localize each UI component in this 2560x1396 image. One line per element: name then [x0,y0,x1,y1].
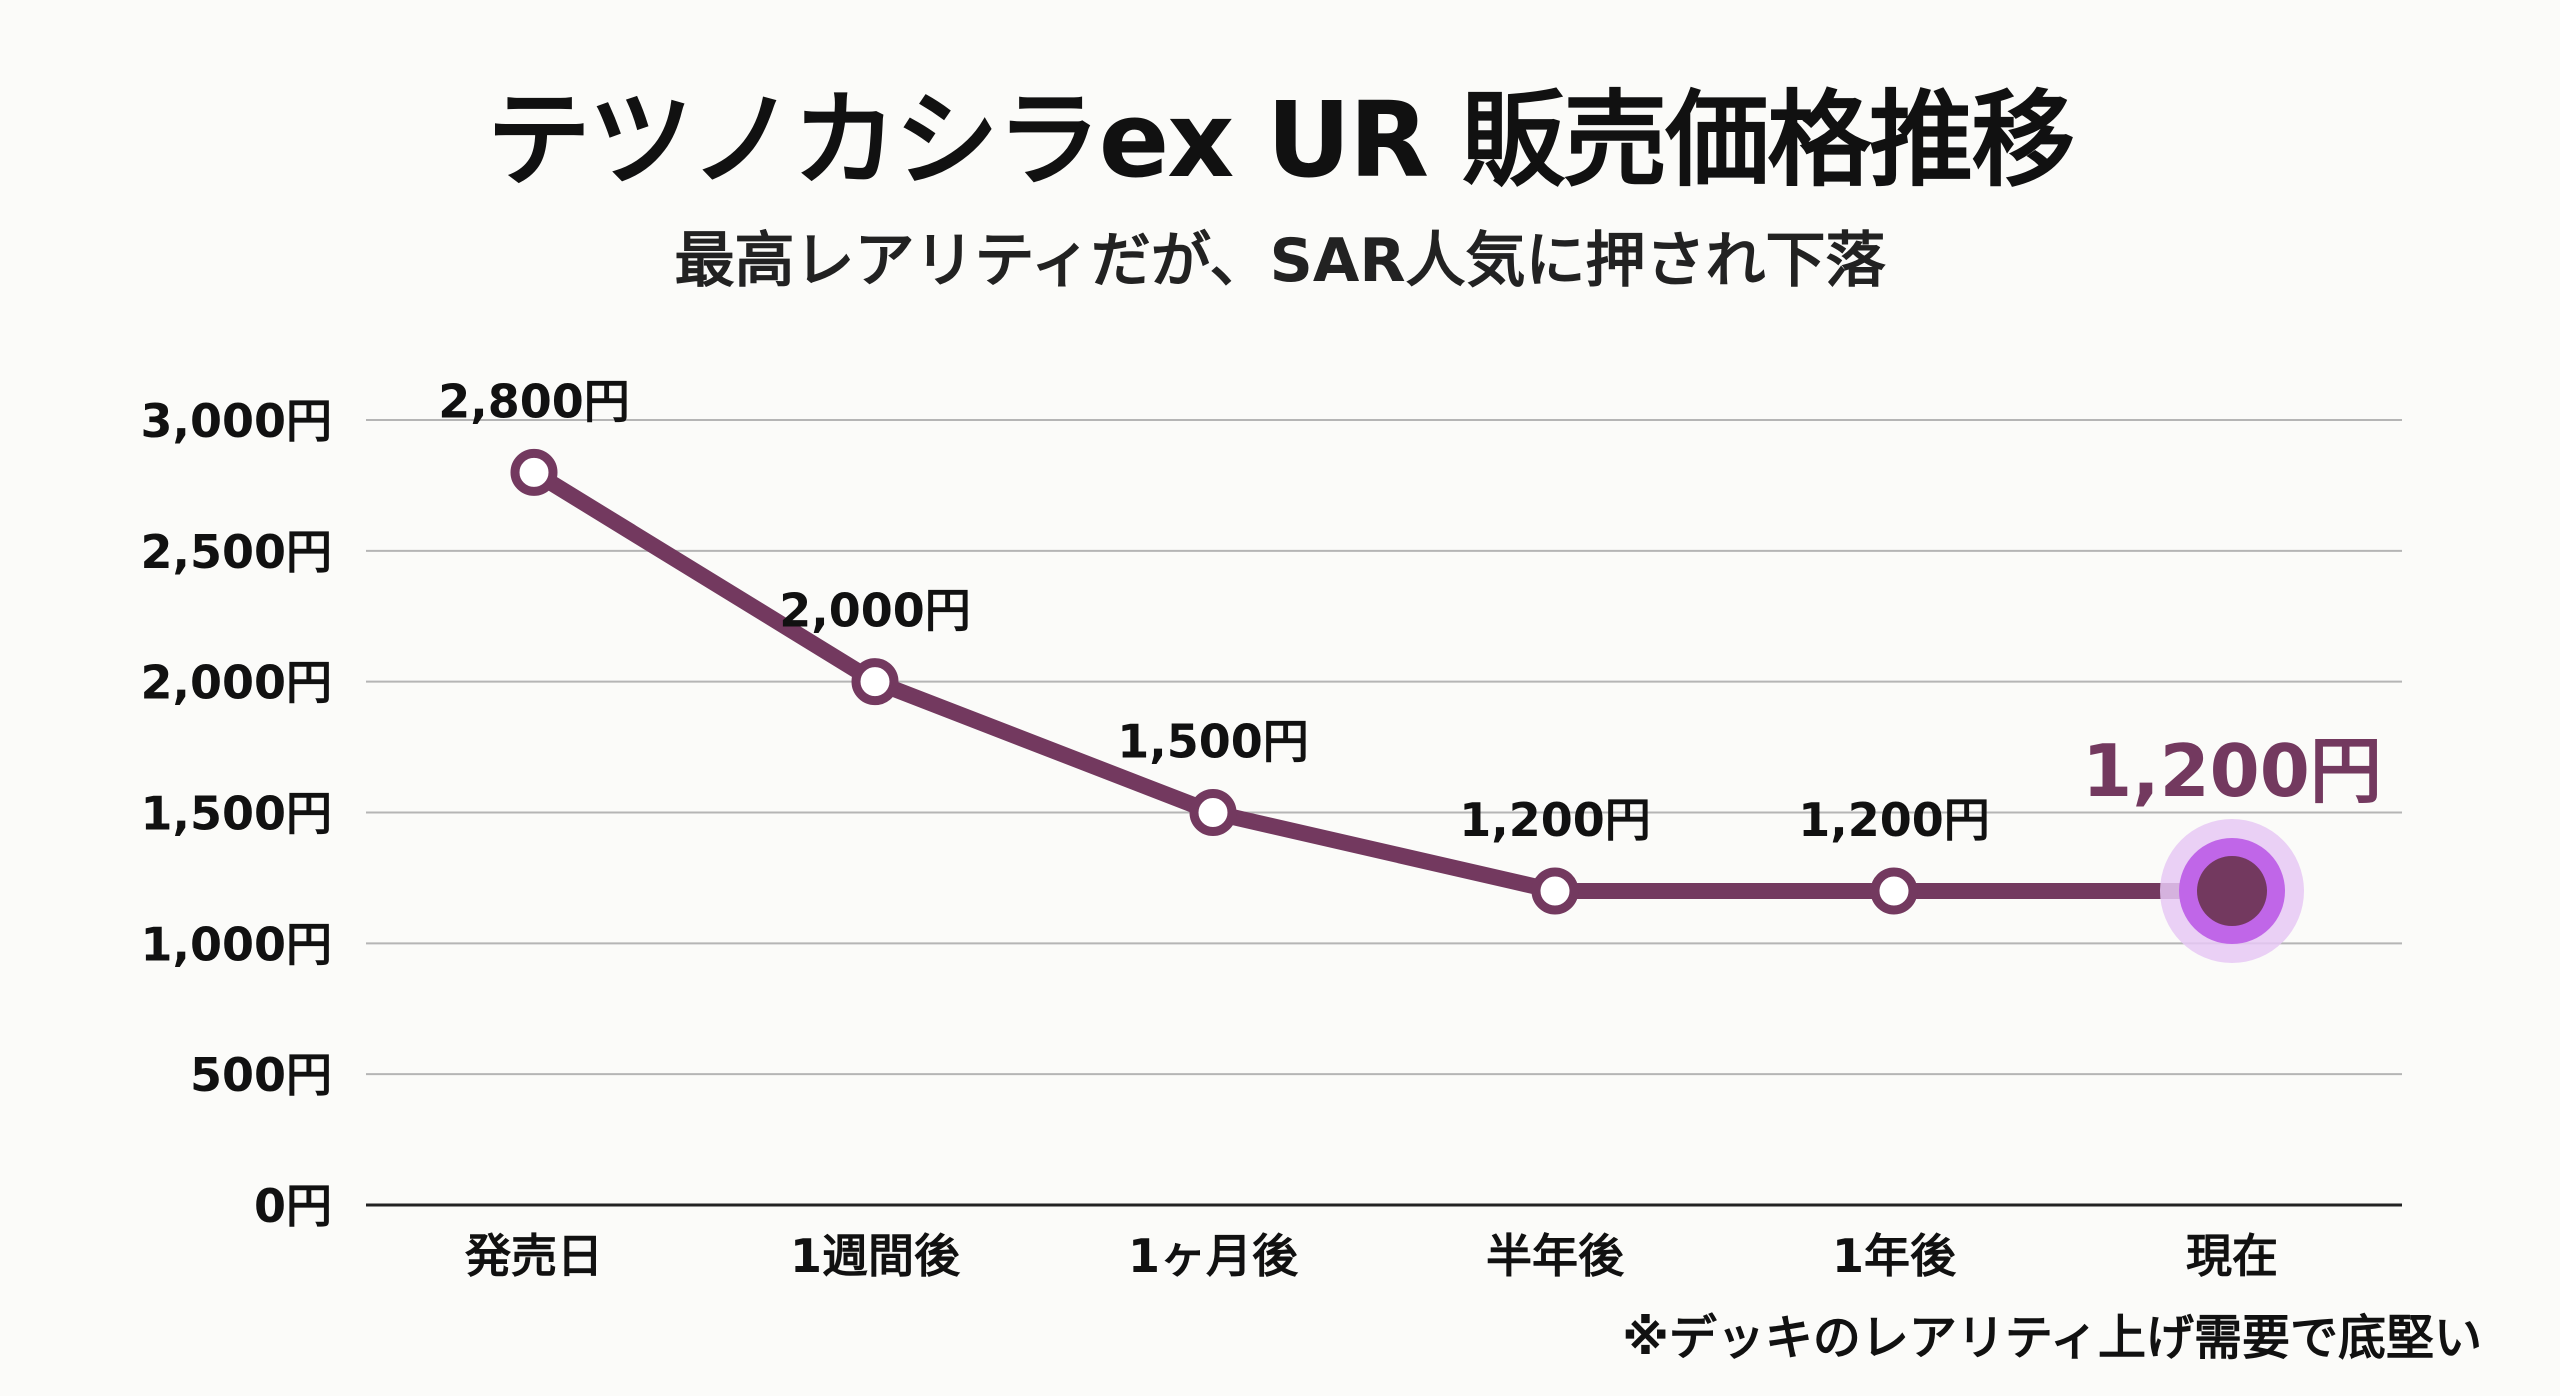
data-point [2197,856,2267,926]
y-tick-label: 500円 [190,1048,332,1102]
y-tick-label: 1,000円 [140,917,332,971]
chart-subtitle: 最高レアリティだが、SAR人気に押され下落 [674,226,1886,296]
y-tick-label: 2,000円 [140,656,332,710]
y-tick-label: 0円 [254,1179,332,1233]
data-point [851,658,899,706]
chart-title: テツノカシラex UR 販売価格推移 [486,79,2076,201]
x-tick-label: 1年後 [1832,1229,1957,1283]
data-label: 1,500円 [1117,715,1309,769]
x-tick-label: 半年後 [1486,1229,1625,1283]
data-label: 1,200円 [1459,793,1651,847]
y-tick-label: 3,000円 [140,394,332,448]
data-label-highlight: 1,200円 [2082,729,2382,813]
x-tick-label: 発売日 [465,1229,603,1283]
data-label: 2,000円 [779,584,971,638]
series-line [529,465,2232,899]
data-point [510,448,558,496]
y-tick-label: 2,500円 [140,525,332,579]
data-label: 2,800円 [438,374,630,428]
data-label: 1,200円 [1798,793,1990,847]
footnote: ※デッキのレアリティ上げ需要で底堅い [1622,1310,2482,1366]
data-point [1870,867,1918,915]
x-tick-label: 1週間後 [790,1229,961,1283]
y-tick-label: 1,500円 [140,787,332,841]
x-tick-label: 現在 [2186,1229,2278,1283]
data-point [1531,867,1579,915]
data-point [1189,789,1237,836]
x-tick-label: 1ヶ月後 [1128,1229,1299,1283]
